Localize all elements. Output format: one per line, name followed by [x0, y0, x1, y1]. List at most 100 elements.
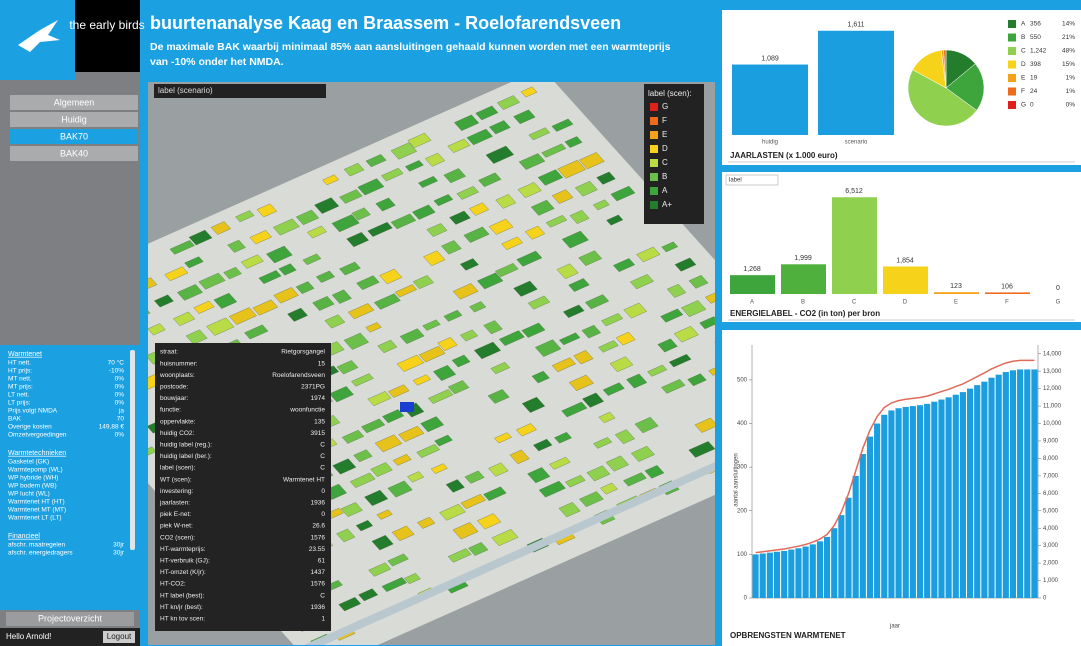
param-key: Warmtepomp (WL) — [8, 467, 63, 474]
building — [434, 434, 453, 447]
menu-item[interactable] — [10, 112, 138, 127]
param-key: afschr. energiedragers — [8, 550, 73, 557]
bar — [1031, 369, 1038, 598]
info-key: huidig label (reg.): — [160, 442, 212, 449]
building — [660, 308, 684, 323]
bar — [895, 408, 902, 598]
building — [527, 467, 551, 484]
info-key: oppervlakte: — [160, 418, 196, 425]
building — [188, 229, 213, 246]
projects-button[interactable] — [6, 612, 134, 626]
bar — [924, 403, 931, 598]
logo-box — [75, 0, 140, 72]
menu-label[interactable]: Algemeen — [54, 97, 95, 107]
logout[interactable]: Logout — [107, 632, 132, 641]
bar — [752, 554, 759, 598]
building — [405, 160, 424, 172]
building — [661, 379, 686, 394]
building — [602, 382, 625, 396]
building — [266, 245, 293, 264]
page-title: buurtenanalyse Kaag en Braassem - Roelof… — [150, 13, 621, 33]
building — [452, 283, 479, 300]
building — [312, 296, 335, 311]
building — [322, 174, 339, 186]
legend-label: A — [662, 186, 668, 195]
building — [399, 328, 425, 344]
building — [338, 597, 362, 612]
bar — [967, 388, 974, 598]
building — [657, 338, 678, 353]
building — [454, 114, 480, 131]
building — [473, 341, 501, 360]
building — [184, 256, 204, 269]
legend-swatch — [1008, 101, 1016, 109]
building — [537, 169, 564, 186]
subtitle: De maximale BAK waarbij minimaal 85% aan… — [150, 41, 671, 53]
building — [357, 178, 385, 196]
info-value: 1576 — [311, 534, 326, 541]
building — [439, 503, 466, 521]
building — [416, 444, 440, 458]
bar — [883, 266, 928, 294]
menu-item[interactable] — [10, 146, 138, 161]
info-key: huidig CO2: — [160, 430, 195, 437]
building — [306, 225, 327, 239]
building — [556, 263, 579, 279]
y-tick-label: 400 — [737, 421, 748, 427]
building — [387, 480, 413, 498]
logout-button[interactable] — [103, 631, 135, 643]
logo-bird — [18, 20, 60, 52]
info-key: HT-verbruik (GJ): — [160, 558, 210, 565]
building — [477, 272, 504, 290]
canal — [296, 404, 715, 645]
building — [428, 389, 454, 404]
bar — [816, 541, 823, 598]
dropdown[interactable] — [154, 84, 326, 98]
legend-count: 24 — [1030, 88, 1038, 95]
building — [579, 152, 605, 170]
dropdown-label[interactable]: label — [729, 178, 742, 184]
building — [688, 441, 715, 458]
bar — [934, 292, 979, 294]
building — [708, 364, 715, 376]
building — [193, 300, 215, 314]
building — [469, 301, 487, 313]
building — [365, 322, 382, 333]
building — [460, 494, 486, 510]
building — [613, 258, 636, 272]
dropdown-label[interactable]: label (scenario) — [158, 86, 213, 95]
category-label: D — [903, 300, 908, 306]
building — [441, 240, 462, 255]
param-key: WP lucht (WL) — [8, 491, 50, 498]
menu-label[interactable]: BAK70 — [60, 131, 88, 141]
building — [443, 168, 466, 184]
menu-item[interactable] — [10, 95, 138, 110]
building — [388, 384, 410, 398]
building — [418, 346, 446, 363]
building — [565, 475, 586, 488]
bar — [959, 392, 966, 598]
legend-label: D — [662, 144, 668, 153]
info-key: HT-warmteprijs: — [160, 546, 206, 553]
menu-item[interactable] — [10, 129, 138, 144]
info-value: 0 — [321, 488, 325, 495]
x-axis-label: jaar — [889, 624, 900, 630]
building — [370, 462, 393, 477]
dropdown[interactable] — [725, 174, 779, 186]
building — [374, 434, 403, 453]
projects-link[interactable]: Projectoverzicht — [38, 613, 103, 623]
menu-label[interactable]: BAK40 — [60, 148, 88, 158]
info-key: HT-CO2: — [160, 581, 186, 588]
bar — [945, 397, 952, 598]
param-key: Gasketel (GK) — [8, 459, 49, 466]
legend-label: E — [662, 130, 667, 139]
param-value: ja — [118, 408, 124, 415]
info-value: C — [320, 442, 325, 449]
info-box — [155, 343, 331, 631]
param-value: 0% — [115, 432, 125, 439]
menu-label[interactable]: Huidig — [61, 114, 87, 124]
building — [198, 272, 226, 290]
building — [412, 374, 431, 386]
value-label: 1,268 — [743, 266, 761, 273]
legend-swatch — [650, 103, 658, 111]
